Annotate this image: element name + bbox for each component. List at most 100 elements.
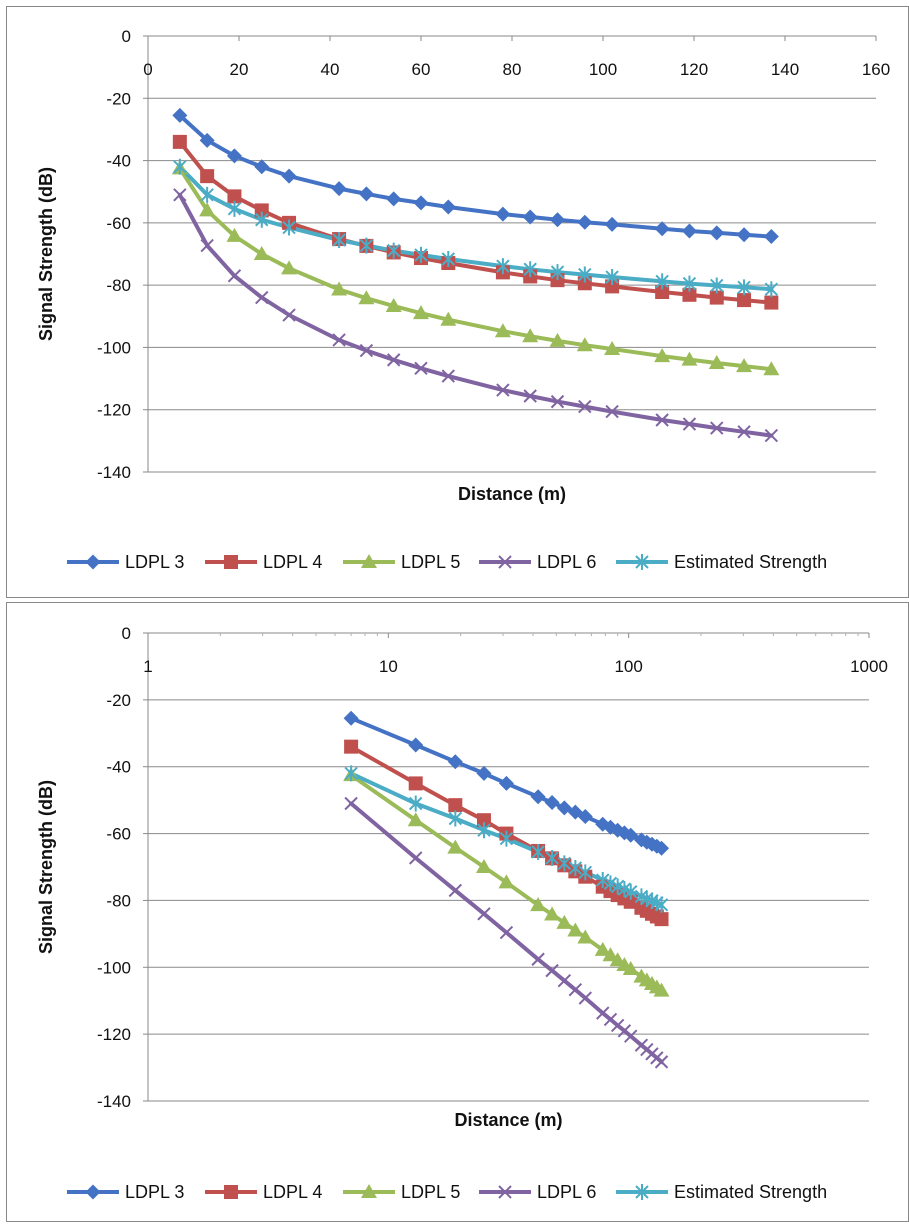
data-point-ldpl-3 [358, 186, 374, 202]
data-point-ldpl-3 [577, 214, 593, 230]
legend-label-estimated-strength: Estimated Strength [674, 552, 827, 572]
data-point-ldpl-6 [550, 394, 565, 409]
data-point-ldpl-6 [359, 343, 374, 358]
data-point-ldpl-5 [567, 922, 584, 937]
data-point-estimated-strength [386, 242, 401, 259]
series-markers [343, 710, 670, 1069]
x-tick-labels: 1 10 100 1000 [143, 657, 888, 676]
data-point-estimated-strength [409, 795, 423, 812]
series-line-estimated-strength [177, 164, 774, 292]
data-point-ldpl-5 [622, 960, 639, 975]
data-point-ldpl-6 [531, 952, 545, 966]
data-point-estimated-strength [603, 875, 618, 892]
y-tick-label: -60 [106, 214, 131, 233]
data-point-ldpl-6 [255, 290, 269, 305]
data-point-ldpl-6 [282, 308, 296, 322]
x-tick-label: 1000 [850, 657, 888, 676]
data-point-ldpl-3 [654, 221, 670, 237]
x-tick-label: 140 [771, 60, 799, 79]
data-point-ldpl-5 [522, 328, 539, 343]
y-tick-label: -80 [106, 891, 131, 910]
data-point-ldpl-3 [550, 212, 565, 228]
data-point-ldpl-5 [736, 358, 753, 373]
data-point-ldpl-5 [681, 351, 698, 366]
data-point-ldpl-6 [344, 796, 358, 811]
data-point-ldpl-3 [530, 789, 546, 805]
x-tick-label: 100 [614, 657, 642, 676]
data-point-ldpl-6 [710, 421, 724, 435]
data-point-ldpl-3 [408, 737, 424, 753]
data-point-ldpl-4 [654, 912, 669, 927]
data-point-ldpl-5 [253, 246, 270, 260]
data-point-ldpl-4 [172, 134, 187, 149]
x-tick-label: 120 [680, 60, 708, 79]
data-point-ldpl-6 [441, 369, 456, 383]
legend-label-ldpl-5: LDPL 5 [401, 552, 460, 572]
x-tick-label: 80 [503, 60, 522, 79]
data-point-ldpl-5 [498, 874, 515, 889]
data-point-ldpl-6 [557, 973, 572, 988]
data-point-ldpl-6 [448, 883, 463, 898]
x-axis-title: Distance (m) [458, 484, 566, 504]
data-point-ldpl-3 [343, 710, 359, 726]
data-point-ldpl-3 [556, 800, 572, 816]
data-point-ldpl-6 [499, 925, 514, 940]
y-tick-label: -140 [97, 463, 131, 482]
axes [143, 35, 877, 473]
signal-strength-log-chart: 1 10 100 1000 0 -20 -40 -60 -80 -100 -120 -140 Dis… [36, 624, 888, 1202]
data-point-ldpl-3 [386, 191, 402, 207]
legend-label-estimated-strength: Estimated Strength [674, 1182, 827, 1202]
data-point-estimated-strength [531, 843, 545, 860]
data-point-ldpl-3 [522, 209, 538, 225]
series-markers [171, 107, 780, 443]
data-point-estimated-strength [545, 849, 559, 866]
x-axis-title: Distance (m) [454, 1110, 562, 1130]
data-point-ldpl-3 [199, 132, 215, 148]
x-tick-label: 0 [143, 60, 152, 79]
axes [143, 632, 870, 1102]
data-point-ldpl-6 [654, 1055, 669, 1069]
data-point-ldpl-6 [409, 851, 423, 865]
data-point-ldpl-5 [331, 281, 348, 296]
x-tick-label: 40 [321, 60, 340, 79]
data-point-ldpl-3 [681, 223, 697, 239]
data-point-ldpl-6 [173, 188, 187, 202]
data-point-estimated-strength [624, 883, 638, 900]
data-point-ldpl-4 [344, 739, 359, 754]
data-point-estimated-strength [654, 896, 669, 913]
data-point-ldpl-5 [654, 348, 671, 363]
data-point-ldpl-6 [496, 383, 510, 397]
data-point-ldpl-4 [737, 293, 752, 308]
legend-marker-ldpl-6 [498, 1185, 512, 1199]
y-tick-label: 0 [122, 624, 131, 643]
data-point-estimated-strength [578, 266, 592, 283]
legend-label-ldpl-6: LDPL 6 [537, 552, 596, 572]
data-point-estimated-strength [227, 200, 242, 217]
data-point-estimated-strength [655, 273, 669, 290]
data-point-ldpl-6 [568, 982, 583, 997]
data-point-ldpl-3 [709, 225, 725, 241]
x-tick-label: 1 [143, 657, 152, 676]
data-point-ldpl-3 [763, 229, 779, 245]
data-point-ldpl-5 [494, 323, 511, 338]
legend-label-ldpl-3: LDPL 3 [125, 1182, 184, 1202]
y-tick-label: -40 [106, 152, 131, 171]
legend-marker-ldpl-5 [361, 1184, 377, 1198]
legend-marker-ldpl-3 [85, 1184, 101, 1200]
y-tick-label: -80 [106, 276, 131, 295]
data-point-ldpl-5 [763, 361, 780, 376]
data-point-ldpl-6 [332, 333, 346, 347]
y-tick-label: -120 [97, 1025, 131, 1044]
data-point-estimated-strength [255, 211, 269, 228]
data-point-ldpl-5 [385, 298, 402, 313]
series-line-ldpl-6 [177, 192, 774, 438]
data-point-ldpl-6 [523, 389, 537, 403]
data-point-ldpl-3 [495, 206, 511, 222]
data-point-ldpl-3 [254, 159, 270, 175]
data-point-ldpl-5 [440, 311, 457, 326]
data-point-ldpl-6 [682, 417, 697, 431]
legend-label-ldpl-4: LDPL 4 [263, 1182, 322, 1202]
data-point-ldpl-4 [709, 290, 724, 305]
y-tick-label: -100 [97, 958, 131, 977]
data-point-ldpl-4 [200, 169, 215, 184]
